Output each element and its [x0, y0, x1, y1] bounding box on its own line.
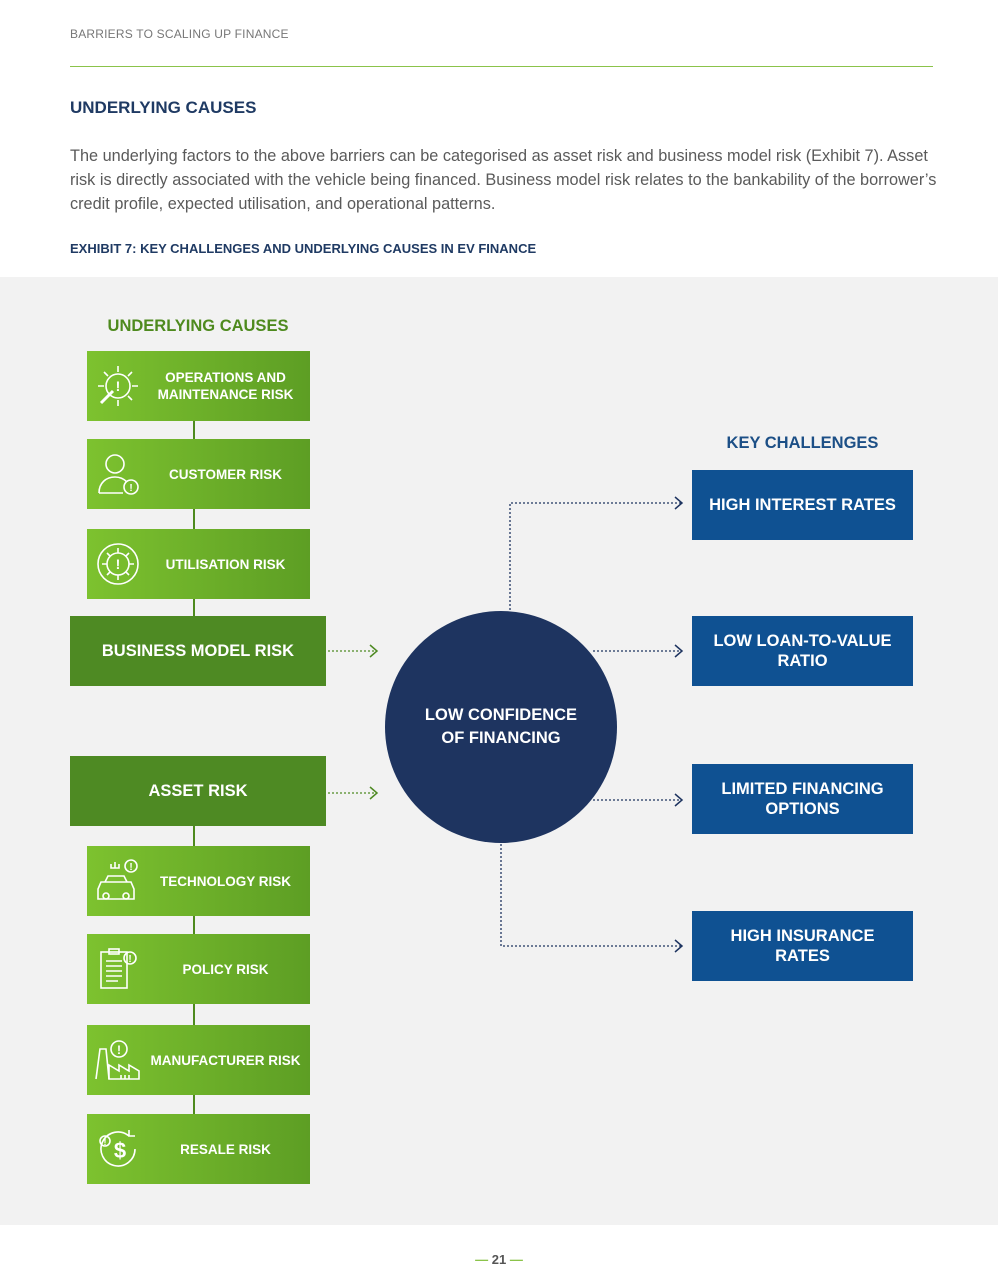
gear-wrench-warning-icon: !: [87, 351, 149, 421]
factory-warning-icon: !: [87, 1025, 149, 1095]
challenge-box: HIGH INSURANCE RATES: [692, 911, 913, 981]
cause-label: MANUFACTURER RISK: [150, 1052, 301, 1068]
svg-text:!: !: [128, 954, 131, 965]
section-title: UNDERLYING CAUSES: [70, 98, 257, 117]
running-header: BARRIERS TO SCALING UP FINANCE: [70, 27, 289, 41]
svg-text:$: $: [114, 1138, 126, 1163]
cause-label: UTILISATION RISK: [165, 556, 286, 572]
connector-line: [193, 1094, 195, 1114]
connector-line: [193, 598, 195, 616]
clipboard-warning-icon: !: [87, 934, 149, 1004]
challenge-box: LIMITED FINANCING OPTIONS: [692, 764, 913, 834]
cause-box-customer: ! CUSTOMER RISK: [87, 439, 310, 509]
connector-line: [193, 509, 195, 529]
challenge-box: HIGH INTEREST RATES: [692, 470, 913, 540]
person-warning-icon: !: [87, 439, 149, 509]
dollar-cycle-warning-icon: $ !: [87, 1114, 149, 1184]
svg-text:!: !: [104, 1137, 107, 1147]
challenges-heading: KEY CHALLENGES: [726, 434, 879, 452]
cause-label: OPERATIONS AND MAINTENANCE RISK: [157, 370, 294, 402]
center-label: LOW CONFIDENCE OF FINANCING: [424, 706, 578, 747]
cause-box-operations: ! OPERATIONS AND MAINTENANCE RISK: [87, 351, 310, 421]
gear-cycle-warning-icon: !: [87, 529, 149, 599]
business-model-risk-box: BUSINESS MODEL RISK: [70, 616, 326, 686]
connector-line: [193, 826, 195, 846]
connector-line: [193, 1004, 195, 1025]
header-rule: [70, 66, 933, 67]
svg-text:!: !: [116, 556, 121, 572]
page-number-dash: —: [506, 1252, 523, 1267]
cause-label: POLICY RISK: [182, 961, 269, 977]
exhibit-title: EXHIBIT 7: KEY CHALLENGES AND UNDERLYING…: [70, 241, 537, 256]
svg-text:!: !: [116, 378, 121, 394]
vehicle-charger-warning-icon: !: [87, 846, 149, 916]
page-number-dash: —: [475, 1252, 492, 1267]
asset-risk-box: ASSET RISK: [70, 756, 326, 826]
cause-box-manufacturer: ! MANUFACTURER RISK: [87, 1025, 310, 1095]
cause-box-resale: $ ! RESALE RISK: [87, 1114, 310, 1184]
page-number-value: 21: [491, 1252, 507, 1267]
svg-text:!: !: [117, 1043, 121, 1057]
svg-text:!: !: [129, 862, 132, 873]
cause-box-utilisation: ! UTILISATION RISK: [87, 529, 310, 599]
cause-box-policy: ! POLICY RISK: [87, 934, 310, 1004]
causes-heading: UNDERLYING CAUSES: [107, 317, 289, 335]
body-paragraph: The underlying factors to the above barr…: [70, 147, 937, 213]
cause-label: TECHNOLOGY RISK: [159, 873, 291, 889]
cause-label: CUSTOMER RISK: [168, 466, 282, 482]
page-number: — 21 —: [0, 1252, 998, 1267]
center-circle: LOW CONFIDENCE OF FINANCING: [385, 611, 617, 843]
svg-text:!: !: [129, 483, 132, 494]
connector-line: [193, 421, 195, 439]
cause-label: RESALE RISK: [180, 1141, 271, 1157]
cause-box-technology: ! TECHNOLOGY RISK: [87, 846, 310, 916]
connector-line: [193, 915, 195, 934]
challenge-box: LOW LOAN-TO-VALUE RATIO: [692, 616, 913, 686]
